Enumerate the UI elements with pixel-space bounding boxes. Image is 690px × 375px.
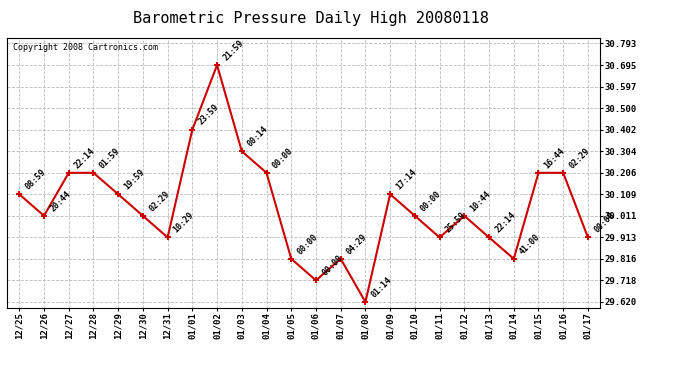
Text: 08:59: 08:59 <box>23 167 48 191</box>
Text: 22:14: 22:14 <box>493 211 518 235</box>
Text: 16:44: 16:44 <box>542 146 566 170</box>
Text: 20:44: 20:44 <box>48 189 72 213</box>
Text: 23:59: 23:59 <box>197 103 221 127</box>
Text: 00:00: 00:00 <box>419 189 443 213</box>
Text: 00:14: 00:14 <box>246 124 270 148</box>
Text: 00:00: 00:00 <box>320 254 344 278</box>
Text: 10:44: 10:44 <box>469 189 493 213</box>
Text: 04:29: 04:29 <box>345 232 369 256</box>
Text: 17:14: 17:14 <box>394 167 418 191</box>
Text: 00:00: 00:00 <box>592 211 616 235</box>
Text: Copyright 2008 Cartronics.com: Copyright 2008 Cartronics.com <box>13 43 158 52</box>
Text: 19:59: 19:59 <box>122 167 146 191</box>
Text: 02:29: 02:29 <box>147 189 171 213</box>
Text: 00:00: 00:00 <box>270 146 295 170</box>
Text: 10:29: 10:29 <box>172 211 196 235</box>
Text: 41:00: 41:00 <box>518 232 542 256</box>
Text: 00:00: 00:00 <box>295 232 319 256</box>
Text: 01:14: 01:14 <box>370 275 393 299</box>
Text: 22:14: 22:14 <box>73 146 97 170</box>
Text: 02:29: 02:29 <box>567 146 591 170</box>
Text: 01:59: 01:59 <box>97 146 121 170</box>
Text: Barometric Pressure Daily High 20080118: Barometric Pressure Daily High 20080118 <box>132 11 489 26</box>
Text: 25:59: 25:59 <box>444 211 468 235</box>
Text: 21:59: 21:59 <box>221 38 245 62</box>
